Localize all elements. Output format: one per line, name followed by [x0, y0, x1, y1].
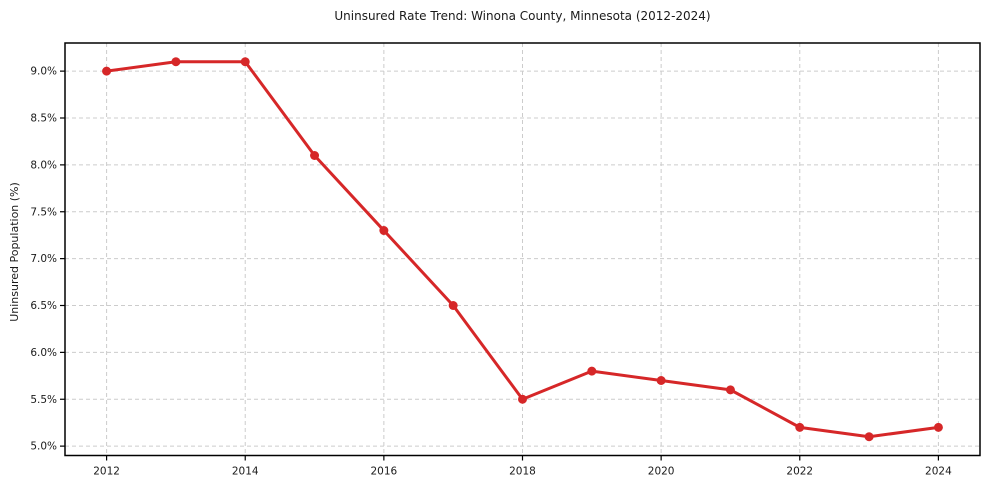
x-tick-label: 2012 — [93, 466, 120, 478]
data-point — [379, 226, 389, 235]
data-point — [587, 366, 597, 376]
y-tick-label: 5.0% — [30, 441, 57, 453]
x-tick-label: 2014 — [232, 466, 259, 478]
data-point — [933, 422, 943, 432]
data-point — [518, 394, 527, 404]
y-tick-label: 5.5% — [30, 394, 57, 406]
data-point — [171, 57, 181, 67]
y-tick-label: 9.0% — [30, 66, 57, 78]
data-point — [795, 422, 805, 432]
y-tick-label: 7.5% — [30, 206, 57, 218]
data-point — [102, 66, 112, 76]
data-point — [310, 151, 320, 160]
y-tick-label: 8.0% — [30, 159, 57, 171]
y-tick-label: 8.5% — [30, 113, 57, 125]
x-tick-label: 2022 — [786, 466, 813, 478]
x-tick-label: 2020 — [648, 466, 675, 478]
data-point — [656, 376, 666, 385]
data-point — [725, 385, 735, 395]
chart-title: Uninsured Rate Trend: Winona County, Min… — [334, 9, 711, 23]
data-point — [864, 432, 874, 442]
data-point — [240, 57, 250, 67]
data-point — [448, 301, 458, 310]
y-tick-label: 7.0% — [30, 253, 57, 265]
x-tick-label: 2024 — [925, 466, 952, 478]
y-tick-label: 6.0% — [30, 347, 57, 359]
x-tick-label: 2016 — [370, 466, 397, 478]
x-tick-label: 2018 — [509, 466, 536, 478]
y-tick-label: 6.5% — [30, 300, 57, 312]
